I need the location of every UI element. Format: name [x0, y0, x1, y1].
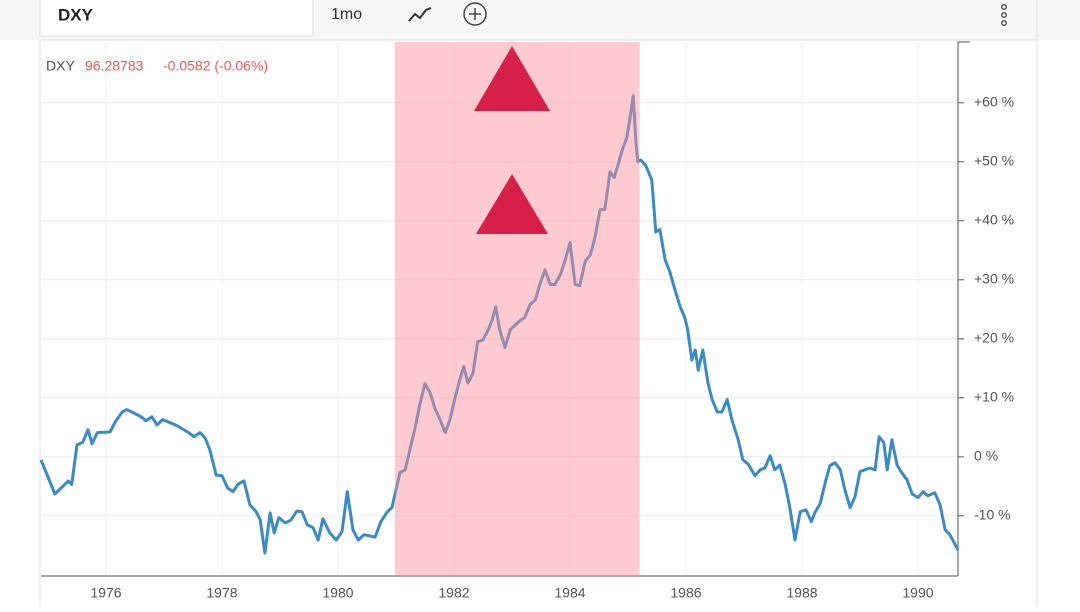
y-tick-label: +40 % [974, 211, 1014, 227]
x-tick-label: 1986 [670, 585, 701, 601]
interval-button[interactable]: 1mo [331, 6, 362, 23]
y-tick-label: +10 % [974, 389, 1014, 405]
y-tick-label: +60 % [974, 93, 1014, 109]
y-tick-label: +20 % [974, 330, 1014, 346]
y-tick-label: -10 % [974, 507, 1011, 523]
x-tick-label: 1982 [438, 585, 469, 601]
x-tick-label: 1990 [902, 585, 933, 601]
x-tick-label: 1976 [90, 585, 121, 601]
legend-change: -0.0582 (-0.06%) [163, 58, 268, 74]
shaded-period [394, 42, 640, 576]
y-tick-label: 0 % [974, 448, 998, 464]
series-line [39, 94, 960, 555]
symbol-text: DXY [58, 5, 94, 24]
compare-icon[interactable] [463, 2, 487, 26]
legend-price: 96.28783 [85, 58, 144, 74]
menu-icon[interactable] [1000, 3, 1008, 27]
chart-type-icon[interactable] [408, 7, 432, 22]
x-tick-label: 1988 [786, 585, 817, 601]
y-tick-label: +30 % [974, 270, 1014, 286]
x-tick-label: 1980 [322, 585, 353, 601]
legend-symbol: DXY [46, 58, 75, 74]
up-triangle [476, 174, 548, 234]
x-tick-label: 1978 [206, 585, 237, 601]
up-triangle [474, 46, 550, 111]
symbol-input[interactable] [39, 0, 314, 37]
plot: -10 % 0 % +10 % +20 % +30 % +40 % +50 % +60 % 19… [39, 41, 1014, 601]
y-tick-label: +50 % [974, 152, 1014, 168]
x-tick-label: 1984 [554, 585, 585, 601]
